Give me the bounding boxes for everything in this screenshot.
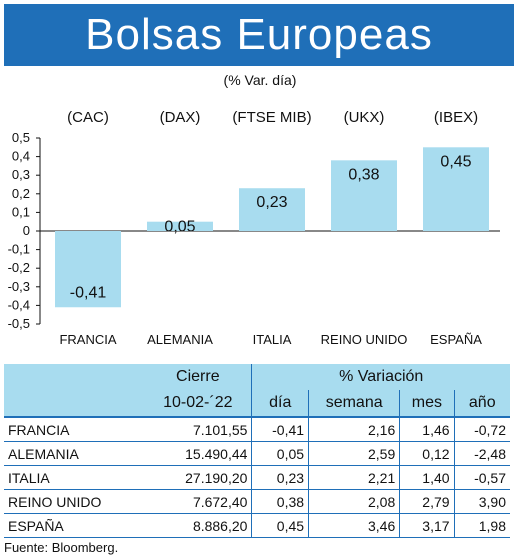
bar-value-label: 0,38 <box>348 166 379 183</box>
category-label: ITALIA <box>253 332 292 347</box>
bar-value-label: 0,23 <box>256 194 287 211</box>
row-anio: 1,98 <box>453 513 510 538</box>
column-anio: año <box>453 390 510 418</box>
index-label: (UKX) <box>344 109 385 126</box>
y-tick-label: -0,4 <box>8 297 30 312</box>
bar-chart: 0,5 0,4 0,3 0,2 0,1 0 -0,1 -0,2 -0,3 -0,4 -0,5 -0,4… <box>0 96 520 354</box>
chart-subtitle: (% Var. día) <box>223 72 297 88</box>
header-cierre: Cierre <box>144 364 252 390</box>
row-mes: 1,40 <box>399 465 455 490</box>
row-anio: -2,48 <box>453 441 510 466</box>
row-anio: -0,57 <box>453 465 510 490</box>
row-cierre: 7.672,40 <box>144 489 252 514</box>
bar <box>331 160 397 231</box>
table-corner <box>4 364 145 390</box>
bar-value-label: 0,45 <box>440 153 471 170</box>
bar <box>239 188 305 231</box>
row-dia: 0,45 <box>251 513 309 538</box>
category-label: REINO UNIDO <box>321 332 408 347</box>
y-tick-label: 0,3 <box>12 167 30 182</box>
column-semana: semana <box>308 390 400 418</box>
row-name: ALEMANIA <box>4 441 145 466</box>
header-variacion: % Variación <box>251 364 510 390</box>
row-cierre: 27.190,20 <box>144 465 252 490</box>
index-label: (CAC) <box>67 109 109 126</box>
page-title: Bolsas Europeas <box>85 10 433 59</box>
bar <box>147 221 213 231</box>
row-dia: 0,23 <box>251 465 309 490</box>
row-dia: -0,41 <box>251 417 309 442</box>
y-tick-label: -0,5 <box>8 316 30 331</box>
row-dia: 0,05 <box>251 441 309 466</box>
row-semana: 2,59 <box>308 441 400 466</box>
y-tick-label: 0,4 <box>12 149 30 164</box>
row-semana: 2,21 <box>308 465 400 490</box>
y-tick-label: 0,2 <box>12 186 30 201</box>
title-banner: Bolsas Europeas <box>4 4 514 66</box>
bar-value-label: 0,05 <box>164 218 195 235</box>
row-cierre: 7.101,55 <box>144 417 252 442</box>
row-dia: 0,38 <box>251 489 309 514</box>
y-tick-label: -0,1 <box>8 242 30 257</box>
y-tick-label: 0,1 <box>12 204 30 219</box>
category-label: ESPAÑA <box>430 332 482 347</box>
column-dia: día <box>251 390 309 418</box>
table-row: ESPAÑA 8.886,20 0,45 3,46 3,17 1,98 <box>4 513 510 538</box>
y-tick-label: 0 <box>23 223 30 238</box>
row-mes: 3,17 <box>399 513 455 538</box>
row-mes: 1,46 <box>399 417 455 442</box>
category-label: ALEMANIA <box>147 332 213 347</box>
row-name: FRANCIA <box>4 417 145 442</box>
table-row: FRANCIA 7.101,55 -0,41 2,16 1,46 -0,72 <box>4 417 510 442</box>
row-anio: 3,90 <box>453 489 510 514</box>
bar <box>55 231 121 308</box>
row-name: ITALIA <box>4 465 145 490</box>
index-table: Cierre % Variación 10-02-´22 día semana … <box>4 364 510 538</box>
bar <box>423 147 489 231</box>
category-label: FRANCIA <box>59 332 116 347</box>
row-semana: 2,16 <box>308 417 400 442</box>
y-tick-label: 0,5 <box>12 130 30 145</box>
row-name: REINO UNIDO <box>4 489 145 514</box>
y-tick-label: -0,3 <box>8 279 30 294</box>
column-mes: mes <box>399 390 455 418</box>
index-label: (FTSE MIB) <box>232 109 311 126</box>
index-label: (IBEX) <box>434 109 478 126</box>
row-semana: 2,08 <box>308 489 400 514</box>
table-column-header: 10-02-´22 día semana mes año <box>4 390 510 418</box>
y-tick-label: -0,2 <box>8 260 30 275</box>
row-mes: 2,79 <box>399 489 455 514</box>
table-row: ALEMANIA 15.490,44 0,05 2,59 0,12 -2,48 <box>4 441 510 466</box>
table-row: ITALIA 27.190,20 0,23 2,21 1,40 -0,57 <box>4 465 510 490</box>
row-mes: 0,12 <box>399 441 455 466</box>
source-note: Fuente: Bloomberg. <box>4 540 119 555</box>
row-anio: -0,72 <box>453 417 510 442</box>
index-label: (DAX) <box>160 109 201 126</box>
bar-chart-svg: 0,5 0,4 0,3 0,2 0,1 0 -0,1 -0,2 -0,3 -0,4 -0,5 -0,4… <box>8 109 500 347</box>
column-date: 10-02-´22 <box>144 390 252 418</box>
table-corner-2 <box>4 390 145 418</box>
table-row: REINO UNIDO 7.672,40 0,38 2,08 2,79 3,90 <box>4 489 510 514</box>
row-cierre: 8.886,20 <box>144 513 252 538</box>
row-semana: 3,46 <box>308 513 400 538</box>
row-cierre: 15.490,44 <box>144 441 252 466</box>
row-name: ESPAÑA <box>4 513 145 538</box>
bar-value-label: -0,41 <box>70 284 107 301</box>
table-group-header: Cierre % Variación <box>4 364 510 390</box>
